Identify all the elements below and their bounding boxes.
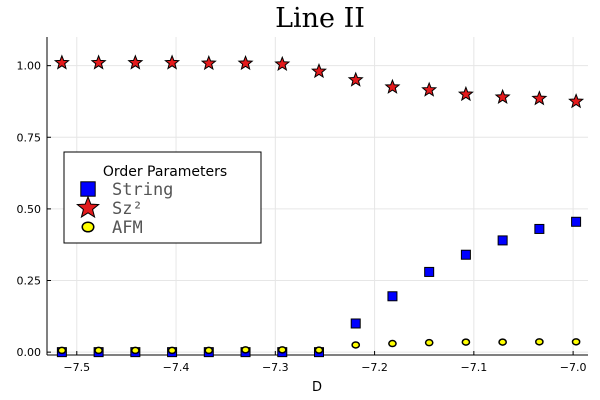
legend-marker	[81, 221, 95, 233]
data-point	[388, 339, 397, 348]
x-tick-label: −7.5	[63, 361, 90, 374]
legend-entry-label: AFM	[112, 218, 143, 238]
data-point	[494, 88, 511, 104]
x-tick-label: −7.2	[361, 361, 388, 374]
data-point	[237, 54, 254, 71]
x-tick-label: −7.1	[460, 361, 487, 374]
data-point	[90, 54, 107, 70]
data-point	[498, 338, 507, 346]
data-point	[384, 78, 401, 94]
x-tick-label: −7.3	[262, 361, 289, 374]
data-point	[351, 341, 361, 349]
data-point	[311, 62, 327, 79]
legend-title: Order Parameters	[103, 164, 227, 180]
data-point	[497, 235, 508, 246]
y-axis-ticks: 0.00 0.25 0.50 0.75 1.00	[17, 60, 51, 359]
y-tick-label: 0.50	[17, 203, 42, 216]
x-tick-label: −7.0	[560, 361, 587, 374]
data-point	[167, 346, 177, 355]
data-point	[535, 338, 544, 346]
series-star	[53, 54, 585, 109]
y-tick-label: 0.00	[17, 346, 42, 359]
data-point	[241, 346, 250, 354]
data-point	[204, 346, 214, 355]
data-point	[424, 266, 435, 277]
legend-entry-label: Sz²	[112, 199, 143, 219]
chart-title: Line II	[275, 3, 365, 34]
data-points	[53, 54, 585, 358]
legend-entry-label: String	[112, 180, 173, 200]
x-axis-label: D	[312, 380, 322, 395]
data-point	[387, 291, 398, 302]
data-point	[461, 338, 471, 346]
data-point	[277, 346, 287, 354]
data-point	[424, 338, 434, 347]
data-point	[127, 54, 144, 70]
x-axis-ticks: −7.5 −7.4 −7.3 −7.2 −7.1 −7.0	[63, 351, 586, 374]
data-point	[200, 54, 217, 71]
data-point	[571, 338, 581, 346]
data-point	[571, 216, 582, 227]
data-point	[531, 90, 548, 106]
data-point	[457, 85, 474, 102]
data-point	[94, 346, 103, 355]
data-point	[314, 346, 324, 354]
legend-marker	[80, 181, 96, 197]
data-point	[568, 93, 585, 109]
data-point	[534, 223, 545, 234]
data-point	[347, 71, 364, 87]
data-point	[350, 318, 361, 329]
data-point	[164, 54, 181, 70]
data-point	[53, 54, 70, 70]
data-point	[421, 81, 438, 97]
legend-marker	[76, 195, 100, 219]
data-point	[130, 346, 140, 355]
y-tick-label: 0.75	[17, 131, 42, 144]
y-tick-label: 0.25	[17, 275, 42, 288]
y-tick-label: 1.00	[17, 60, 42, 73]
data-point	[57, 346, 67, 355]
data-point	[460, 249, 471, 260]
series-circle	[57, 338, 581, 355]
x-tick-label: −7.4	[163, 361, 190, 374]
legend-box	[63, 151, 262, 244]
data-point	[274, 55, 291, 72]
